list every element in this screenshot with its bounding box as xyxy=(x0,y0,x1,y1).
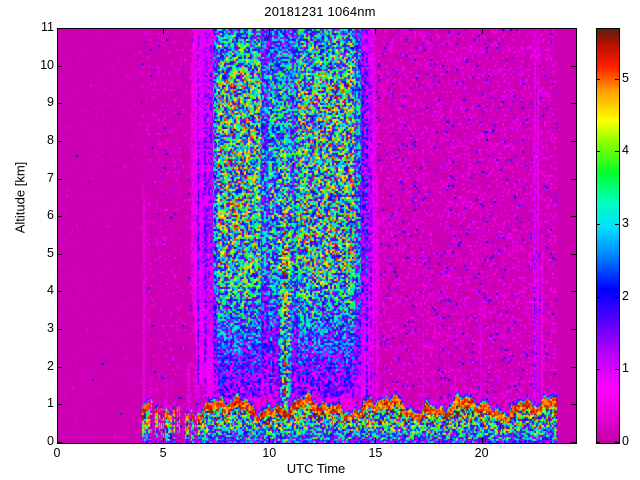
colorbar-tick-label: 2 xyxy=(622,288,629,303)
y-tick-mark xyxy=(571,216,576,217)
y-tick-mark xyxy=(57,404,62,405)
y-tick-label: 0 xyxy=(47,434,54,448)
y-tick-mark xyxy=(571,291,576,292)
colorbar-tick-mark xyxy=(596,224,600,225)
heatmap-canvas xyxy=(58,29,576,443)
x-tick-mark xyxy=(57,29,58,34)
y-tick-label: 8 xyxy=(47,132,54,147)
x-tick-mark xyxy=(269,29,270,34)
x-tick-mark xyxy=(57,438,58,443)
x-tick-label: 0 xyxy=(53,446,61,460)
colorbar xyxy=(596,28,620,444)
colorbar-tick-label: 0 xyxy=(622,434,629,448)
colorbar-tick-mark xyxy=(596,369,600,370)
y-tick-mark xyxy=(57,66,62,67)
colorbar-tick-mark xyxy=(615,297,619,298)
x-tick-mark xyxy=(163,438,164,443)
colorbar-tick-mark xyxy=(615,369,619,370)
x-tick-label: 15 xyxy=(368,446,383,460)
colorbar-tick-mark xyxy=(596,297,600,298)
x-tick-mark xyxy=(482,29,483,34)
y-tick-label: 1 xyxy=(47,396,54,411)
colorbar-tick-label: 4 xyxy=(622,143,629,158)
colorbar-tick-label: 5 xyxy=(622,70,629,85)
y-axis-title: Altitude [km] xyxy=(12,161,28,234)
x-tick-mark xyxy=(163,29,164,34)
y-tick-mark xyxy=(571,404,576,405)
y-tick-label: 2 xyxy=(47,358,54,373)
y-tick-mark xyxy=(571,254,576,255)
y-tick-mark xyxy=(571,367,576,368)
page-title: 20181231 1064nm xyxy=(264,4,376,19)
colorbar-tick-mark xyxy=(596,151,600,152)
y-tick-mark xyxy=(57,103,62,104)
y-tick-mark xyxy=(57,329,62,330)
x-tick-mark xyxy=(375,438,376,443)
x-tick-label: 5 xyxy=(159,446,167,460)
y-tick-mark xyxy=(57,179,62,180)
y-tick-mark xyxy=(57,291,62,292)
y-tick-mark xyxy=(57,442,62,443)
y-tick-mark xyxy=(571,329,576,330)
y-tick-label: 7 xyxy=(47,170,54,185)
x-tick-mark xyxy=(482,438,483,443)
x-axis-title: UTC Time xyxy=(286,461,346,476)
y-tick-mark xyxy=(57,254,62,255)
colorbar-tick-mark xyxy=(596,79,600,80)
y-tick-mark xyxy=(57,28,62,29)
y-tick-mark xyxy=(571,179,576,180)
y-tick-mark xyxy=(571,103,576,104)
colorbar-tick-mark xyxy=(615,442,619,443)
x-tick-label: 20 xyxy=(474,446,489,460)
y-tick-mark xyxy=(571,28,576,29)
x-tick-mark xyxy=(269,438,270,443)
colorbar-tick-mark xyxy=(596,442,600,443)
y-tick-label: 11 xyxy=(41,20,54,34)
y-tick-mark xyxy=(571,141,576,142)
x-tick-label: 10 xyxy=(262,446,277,460)
y-tick-mark xyxy=(57,367,62,368)
y-tick-mark xyxy=(571,442,576,443)
x-tick-mark xyxy=(375,29,376,34)
y-tick-mark xyxy=(57,141,62,142)
plot-area xyxy=(57,28,577,444)
colorbar-tick-label: 1 xyxy=(622,361,629,376)
y-tick-label: 9 xyxy=(47,95,54,110)
y-tick-mark xyxy=(57,216,62,217)
colorbar-canvas xyxy=(597,29,619,443)
y-tick-label: 6 xyxy=(47,208,54,223)
colorbar-tick-label: 3 xyxy=(622,216,629,231)
y-tick-label: 5 xyxy=(47,245,54,260)
colorbar-tick-mark xyxy=(615,79,619,80)
y-tick-label: 3 xyxy=(47,321,54,336)
y-tick-label: 10 xyxy=(40,57,54,72)
y-tick-mark xyxy=(571,66,576,67)
colorbar-tick-mark xyxy=(615,151,619,152)
colorbar-tick-mark xyxy=(615,224,619,225)
y-tick-label: 4 xyxy=(47,283,54,298)
